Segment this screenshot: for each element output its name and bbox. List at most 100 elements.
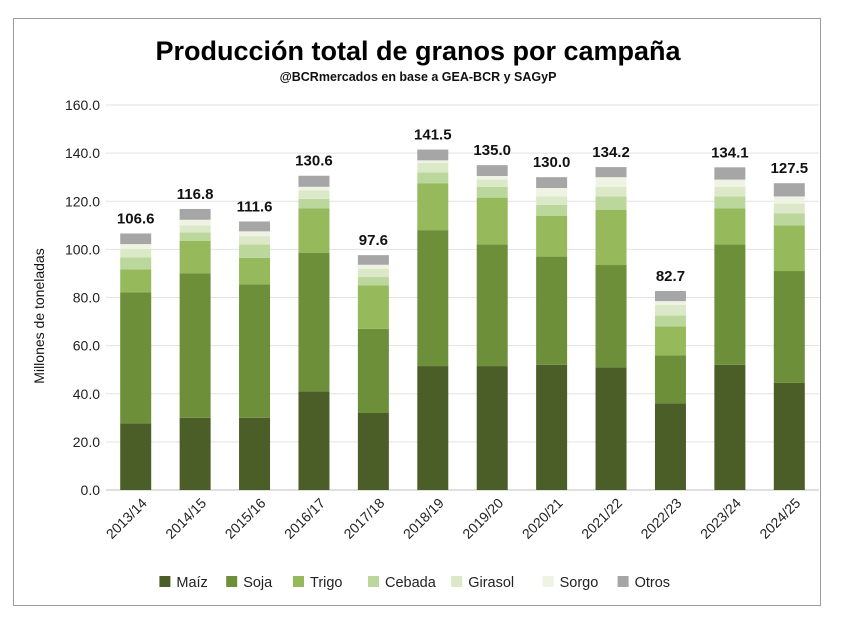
x-tick-label: 2020/21 — [519, 495, 566, 542]
bar-segment-soja — [476, 244, 508, 367]
chart-title: Producción total de granos por campaña — [155, 36, 681, 66]
bar-segment-otros — [298, 175, 330, 187]
bar-segment-maíz — [654, 403, 686, 490]
legend-label: Otros — [635, 575, 670, 591]
bar-segment-trigo — [298, 208, 330, 253]
y-tick-label: 80.0 — [73, 290, 100, 306]
bar-segment-soja — [298, 252, 330, 392]
bar-segment-soja — [714, 244, 746, 365]
y-tick-label: 100.0 — [65, 241, 100, 257]
bar-segment-otros — [239, 221, 271, 232]
total-label: 130.6 — [295, 153, 333, 170]
bar-segment-trigo — [595, 209, 627, 266]
total-label: 134.1 — [711, 144, 749, 161]
bars — [120, 149, 805, 490]
bar-segment-girasol — [179, 225, 211, 233]
y-tick-label: 140.0 — [65, 145, 100, 161]
gridlines — [106, 104, 819, 491]
total-label: 134.2 — [592, 144, 630, 161]
total-label: 97.6 — [359, 232, 388, 249]
bar-segment-trigo — [179, 240, 211, 274]
bar-segment-soja — [536, 256, 568, 365]
y-tick-label: 120.0 — [65, 193, 100, 209]
bar-segment-sorgo — [357, 264, 389, 269]
legend-swatch-soja — [226, 576, 238, 587]
bar-segment-cebada — [595, 196, 627, 210]
legend-label: Cebada — [385, 575, 437, 591]
legend-label: Trigo — [310, 575, 343, 591]
bar-segment-trigo — [239, 257, 271, 285]
bar-segment-maíz — [357, 413, 389, 490]
y-axis-label: Millones de toneladas — [31, 248, 47, 383]
bar-segment-cebada — [476, 186, 508, 198]
bar-segment-otros — [357, 255, 389, 265]
bar-segment-maíz — [179, 417, 211, 490]
bar-segment-trigo — [357, 285, 389, 329]
legend-label: Sorgo — [560, 575, 599, 591]
bar-segment-cebada — [239, 244, 271, 258]
x-tick-label: 2024/25 — [756, 495, 803, 542]
bar-segment-girasol — [773, 203, 805, 214]
bar-segment-sorgo — [179, 219, 211, 226]
bar-segment-cebada — [773, 213, 805, 226]
x-tick-label: 2017/18 — [340, 495, 387, 542]
bar-segment-trigo — [536, 215, 568, 257]
bar-segment-sorgo — [298, 186, 330, 191]
bar-segment-sorgo — [417, 160, 449, 163]
x-tick-label: 2021/22 — [578, 495, 625, 542]
bar-segment-sorgo — [654, 301, 686, 305]
bar-segment-otros — [654, 291, 686, 302]
bar-segment-cebada — [536, 204, 568, 216]
bar-segment-maíz — [773, 382, 805, 490]
legend-swatch-trigo — [293, 576, 304, 587]
bar-segment-trigo — [120, 269, 152, 293]
total-label: 82.7 — [656, 268, 685, 285]
x-tick-label: 2016/17 — [281, 495, 328, 542]
bar-segment-sorgo — [714, 179, 746, 187]
bar-segment-cebada — [357, 277, 389, 286]
bar-segment-girasol — [536, 196, 568, 205]
x-tick-label: 2019/20 — [459, 495, 506, 542]
legend-swatch-cebada — [368, 576, 379, 587]
bar-segment-maíz — [239, 417, 271, 490]
bar-segment-soja — [654, 355, 686, 404]
bar-segment-maíz — [417, 366, 449, 490]
bar-segment-otros — [417, 149, 449, 161]
legend-label: Maíz — [176, 575, 207, 591]
total-label: 130.0 — [533, 154, 571, 171]
y-tick-label: 60.0 — [73, 338, 100, 354]
bar-segment-cebada — [417, 172, 449, 184]
total-label: 111.6 — [237, 198, 273, 215]
bar-segment-maíz — [476, 366, 508, 490]
bar-segment-girasol — [417, 162, 449, 173]
bar-segment-sorgo — [120, 244, 152, 249]
y-tick-label: 160.0 — [65, 97, 100, 113]
total-label: 141.5 — [414, 127, 452, 144]
y-tick-label: 20.0 — [73, 434, 100, 450]
bar-segment-cebada — [120, 257, 152, 270]
bar-segment-otros — [179, 208, 211, 220]
legend-label: Soja — [243, 575, 273, 591]
bar-segment-cebada — [179, 232, 211, 241]
x-tick-label: 2023/24 — [697, 495, 744, 542]
bar-segment-maíz — [536, 364, 568, 490]
total-label: 135.0 — [473, 142, 511, 159]
legend-label: Girasol — [468, 575, 514, 591]
total-labels: 106.6 116.8 111.6 130.6 97.6 141.5 135.0 130.0 1… — [117, 127, 808, 285]
bar-segment-soja — [773, 271, 805, 383]
bar-segment-girasol — [595, 186, 627, 197]
bar-segment-trigo — [714, 208, 746, 245]
legend-swatch-girasol — [451, 576, 463, 587]
chart-subtitle: @BCRmercados en base a GEA-BCR y SAGyP — [280, 70, 557, 84]
total-label: 116.8 — [177, 186, 214, 203]
bar-segment-soja — [595, 265, 627, 368]
x-axis-ticks: 2013/14 2014/15 2015/16 2016/17 2017/18 2018/… — [103, 495, 804, 542]
bar-segment-cebada — [654, 315, 686, 327]
bar-segment-sorgo — [239, 231, 271, 237]
bar-segment-trigo — [417, 183, 449, 231]
bar-segment-maíz — [595, 367, 627, 490]
bar-segment-cebada — [298, 198, 330, 209]
bar-segment-girasol — [476, 179, 508, 187]
x-tick-label: 2022/23 — [637, 495, 684, 542]
bar-segment-otros — [595, 167, 627, 178]
